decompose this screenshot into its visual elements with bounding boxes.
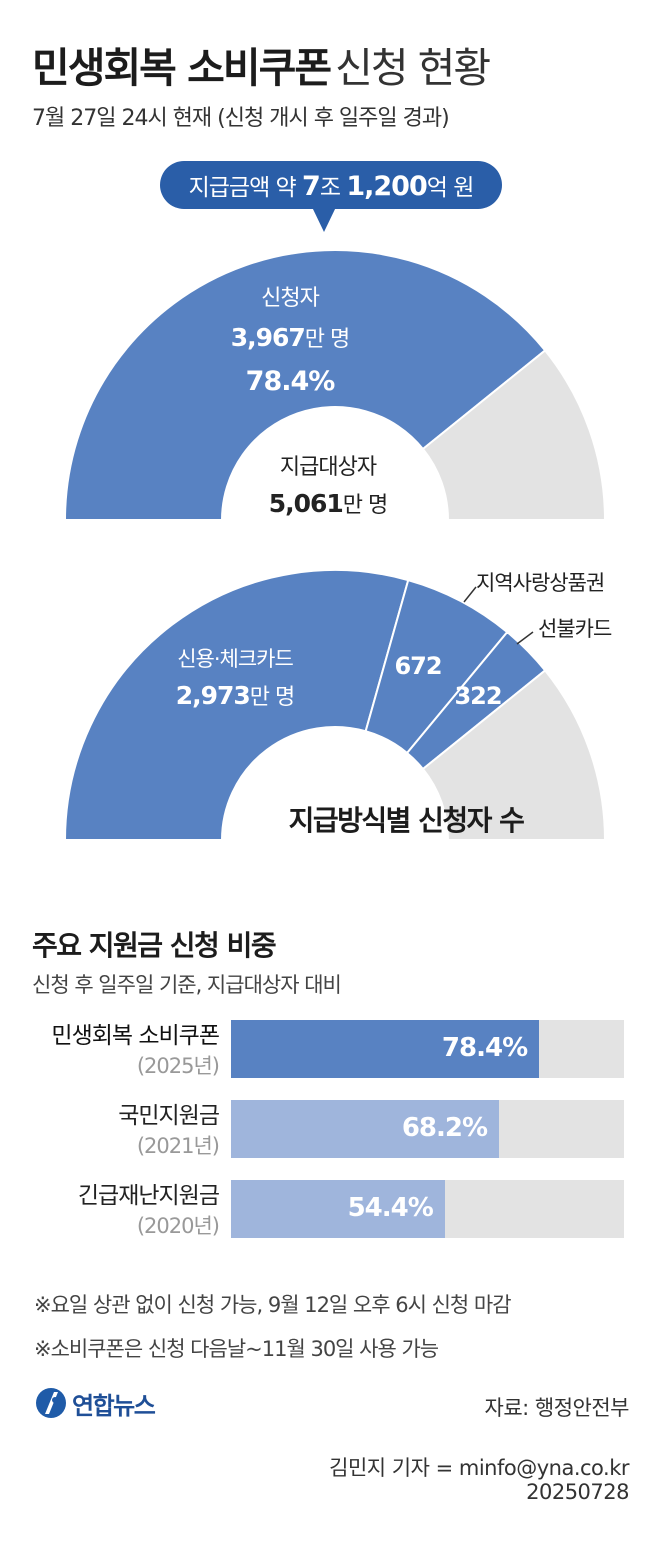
applicant-value: 3,967 xyxy=(231,323,305,352)
payment-gauge-title: 지급방식별 신청자 수 xyxy=(289,804,525,837)
bar-value-label: 78.4% xyxy=(441,1033,528,1063)
non-applicant-segment xyxy=(421,349,607,521)
title-light: 신청 현황 xyxy=(335,44,491,92)
callout-prefix: 지급금액 약 xyxy=(189,175,302,201)
svg-text:지급금액 약 7조 1,200억 원: 지급금액 약 7조 1,200억 원 xyxy=(189,171,474,202)
yonhap-logo: 연합뉴스 xyxy=(34,1383,156,1423)
non-applicant-segment xyxy=(421,669,607,841)
target-count: 5,061만 명 xyxy=(269,489,388,518)
callout-bubble xyxy=(160,161,502,209)
bar-row: 긴급재난지원금 (2020년) 54.4% xyxy=(0,1180,655,1238)
callout-pointer xyxy=(312,207,336,232)
target-label: 지급대상자 xyxy=(280,455,377,480)
bar-year-label: (2025년) xyxy=(136,1054,220,1078)
bar-category-label: 긴급재난지원금 xyxy=(77,1183,220,1209)
amount-callout: 지급금액 약 7조 1,200억 원 xyxy=(160,161,502,232)
local-leader-line xyxy=(463,586,477,603)
applicant-label: 신청자 xyxy=(261,286,319,311)
bar-value-label: 54.4% xyxy=(347,1193,434,1223)
callout-amount-b: 1,200 xyxy=(346,171,427,202)
bar-row: 국민지원금 (2021년) 68.2% xyxy=(0,1100,655,1158)
bars-title: 주요 지원금 신청 비중 xyxy=(32,929,277,962)
applicant-pct: 78.4% xyxy=(246,366,336,397)
local-voucher-value: 672 xyxy=(394,652,441,680)
applicant-gauge: 지급금액 약 7조 1,200억 원 신청자 3,967만 명 78.4% 지급… xyxy=(63,161,607,521)
source: 자료: 행정안전부 xyxy=(484,1396,630,1420)
local-voucher-label: 지역사랑상품권 xyxy=(476,571,604,595)
bar-category-label: 국민지원금 xyxy=(118,1103,220,1129)
bar-row: 민생회복 소비쿠폰 (2025년) 78.4% xyxy=(0,1020,655,1078)
prepaid-card-label: 선불카드 xyxy=(538,617,612,641)
callout-unit-a: 조 xyxy=(320,175,346,201)
target-value: 5,061 xyxy=(269,489,343,518)
card-label: 신용·체크카드 xyxy=(177,647,293,671)
card-unit: 만 명 xyxy=(250,685,294,710)
applicant-count: 3,967만 명 xyxy=(231,323,350,352)
bar-fill xyxy=(231,1020,540,1078)
title-bold: 민생회복 소비쿠폰 xyxy=(32,44,332,92)
card-segment xyxy=(63,569,410,841)
support-ratio-bar-chart: 민생회복 소비쿠폰 (2025년) 78.4% 국민지원금 (2021년) 68.2% 긴급… xyxy=(0,1020,655,1240)
callout-unit-b: 억 원 xyxy=(427,175,474,201)
applicant-segment xyxy=(63,249,547,521)
page-title: 민생회복 소비쿠폰 신청 현황 xyxy=(32,34,491,94)
bar-value-label: 68.2% xyxy=(401,1113,488,1143)
target-unit: 만 명 xyxy=(343,493,387,518)
reporter-credit: 김민지 기자 = minfo@yna.co.kr xyxy=(329,1456,629,1480)
prepaid-leader-line xyxy=(516,631,534,645)
callout-amount-a: 7 xyxy=(302,171,320,202)
prepaid-card-value: 322 xyxy=(454,682,501,710)
applicant-unit: 만 명 xyxy=(305,327,349,352)
bar-year-label: (2020년) xyxy=(136,1214,220,1238)
payment-method-gauge: 지역사랑상품권 선불카드 신용·체크카드 2,973만 명 672 322 지급… xyxy=(63,569,613,841)
card-count: 2,973만 명 xyxy=(176,681,295,710)
page-subtitle: 7월 27일 24시 현재 (신청 개시 후 일주일 경과) xyxy=(32,106,450,131)
yonhap-logo-icon xyxy=(36,1388,66,1418)
note-1: ※요일 상관 없이 신청 가능, 9월 12일 오후 6시 신청 마감 xyxy=(34,1293,512,1317)
bar-fill xyxy=(231,1180,445,1238)
bars-subtitle: 신청 후 일주일 기준, 지급대상자 대비 xyxy=(32,973,342,997)
publish-date: 20250728 xyxy=(526,1480,629,1504)
logo-text: 연합뉴스 xyxy=(72,1391,156,1420)
bar-category-label: 민생회복 소비쿠폰 xyxy=(51,1023,220,1049)
card-value: 2,973 xyxy=(176,681,250,710)
bar-year-label: (2021년) xyxy=(136,1134,220,1158)
note-2: ※소비쿠폰은 신청 다음날~11월 30일 사용 가능 xyxy=(34,1337,439,1361)
bar-fill xyxy=(231,1100,500,1158)
